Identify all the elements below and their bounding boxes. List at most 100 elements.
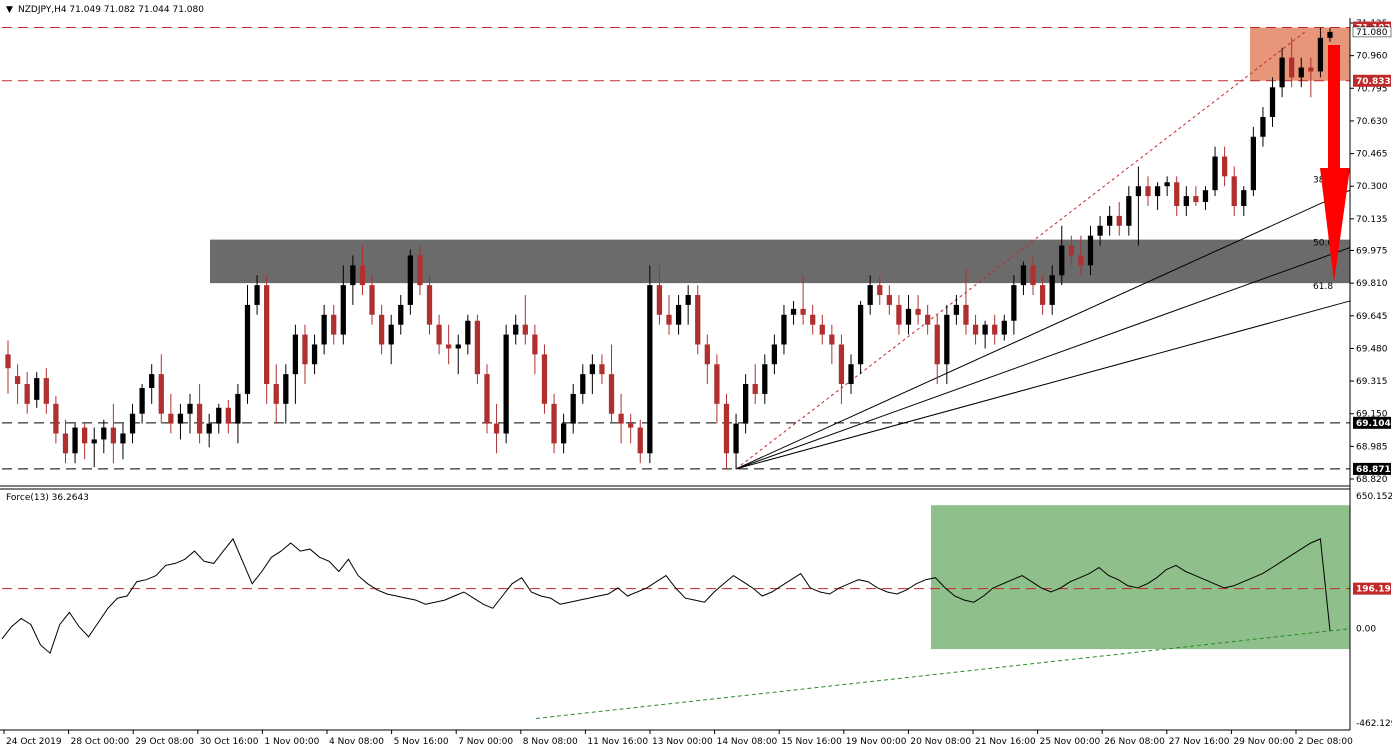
candle-body — [1039, 285, 1046, 305]
candle-body — [1126, 196, 1132, 226]
bearish-arrow-shaft — [1328, 45, 1340, 170]
candle-body — [570, 393, 576, 424]
candle-body — [1308, 67, 1314, 72]
candle-body — [503, 334, 509, 434]
candle-body — [857, 304, 864, 365]
candle-body — [1221, 156, 1228, 177]
candle-body — [982, 324, 988, 335]
candle-body — [177, 413, 184, 424]
time-axis-tick-label: 2 Dec 08:00 — [1298, 737, 1353, 747]
candle-body — [762, 364, 768, 394]
time-axis-tick-label: 4 Nov 08:00 — [329, 737, 384, 747]
candle-body — [24, 384, 30, 404]
candle-body — [359, 265, 366, 286]
candle-body — [838, 344, 845, 385]
candle-body — [196, 403, 203, 434]
candle-body — [934, 324, 940, 365]
candle-body — [628, 423, 634, 428]
candle-body — [493, 423, 500, 434]
price-axis-tick-label: 69.480 — [1356, 344, 1388, 354]
level-price-tag-label: 69.104 — [1356, 419, 1391, 429]
time-axis-tick-label: 25 Nov 00:00 — [1040, 737, 1101, 747]
candle-body — [905, 308, 912, 325]
candle-body — [225, 407, 231, 424]
candle-body — [273, 384, 279, 404]
force-index-series — [1, 537, 1331, 655]
candle-body — [283, 374, 289, 404]
candle-body — [513, 324, 519, 335]
candle-body — [743, 384, 749, 424]
candle-body — [541, 354, 548, 404]
candle-body — [608, 374, 615, 414]
time-axis-tick-label: 1 Nov 00:00 — [264, 737, 319, 747]
candle-body — [417, 255, 423, 286]
candle-body — [589, 364, 595, 375]
candle-body — [1154, 186, 1161, 197]
candle-body — [810, 314, 816, 325]
candle-body — [82, 427, 88, 444]
force-trend-line — [536, 628, 1351, 719]
candle-body — [733, 423, 739, 454]
candle-body — [963, 304, 969, 325]
candle-body — [302, 334, 308, 365]
current-price-label: 71.080 — [1356, 28, 1388, 38]
candle-body — [1317, 37, 1324, 72]
candle-body — [446, 344, 452, 349]
candle-body — [254, 285, 260, 305]
candle-body — [752, 384, 758, 394]
candle-body — [62, 433, 69, 454]
level-price-tag — [1353, 462, 1391, 475]
candle-body — [14, 376, 21, 385]
price-axis-tick-label: 70.795 — [1356, 84, 1388, 94]
axes-layer: 71.12570.96070.79570.63070.46570.30070.1… — [0, 18, 1392, 747]
candle-body — [350, 265, 356, 286]
candle-body — [474, 320, 481, 375]
candle-body — [1212, 156, 1218, 191]
level-price-tag-label: 70.833 — [1356, 77, 1391, 87]
price-axis-tick-label: 70.135 — [1356, 215, 1388, 225]
candle-body — [1269, 87, 1276, 117]
candle-body — [264, 285, 270, 385]
candle-body — [206, 423, 212, 434]
candle-body — [532, 334, 538, 355]
candle-body — [675, 304, 682, 325]
candle-body — [34, 378, 40, 400]
candle-body — [953, 304, 960, 315]
price-axis-tick-label: 69.975 — [1356, 247, 1388, 257]
time-axis-tick-label: 29 Oct 08:00 — [135, 737, 194, 747]
candle-body — [216, 407, 222, 424]
candle-body — [1116, 215, 1122, 226]
candle-body — [771, 344, 778, 365]
candle-body — [1011, 285, 1017, 321]
candle-body — [455, 344, 461, 349]
candle-body — [972, 324, 979, 335]
candle-body — [1107, 215, 1113, 226]
candle-body — [829, 334, 835, 345]
candle-body — [1250, 136, 1256, 191]
candle-body — [1241, 190, 1247, 206]
candles-layer — [5, 27, 1350, 470]
price-axis-tick-label: 69.315 — [1356, 377, 1388, 387]
chart-title: NZDJPY,H4 71.049 71.082 71.044 71.080 — [18, 5, 204, 15]
chart-title-triangle: ▼ — [6, 5, 13, 15]
level-price-tag — [1353, 416, 1391, 429]
candle-body — [723, 403, 730, 454]
time-axis-tick-label: 13 Nov 00:00 — [652, 737, 713, 747]
candle-body — [685, 295, 691, 305]
candle-body — [101, 427, 107, 440]
candle-body — [1279, 57, 1285, 88]
candle-body — [819, 324, 825, 335]
force-panel-title: Force(13) 36.2643 — [6, 493, 89, 503]
candle-body — [244, 304, 251, 394]
candle-body — [551, 403, 557, 444]
candle-body — [43, 378, 49, 404]
candle-body — [800, 308, 806, 315]
candle-body — [781, 314, 787, 345]
candle-body — [1174, 182, 1180, 206]
candle-body — [1030, 265, 1036, 286]
time-axis-tick-label: 28 Oct 00:00 — [71, 737, 130, 747]
candle-body — [560, 423, 567, 444]
candle-body — [522, 324, 528, 335]
candle-body — [666, 314, 672, 325]
price-axis-tick-label: 68.985 — [1356, 442, 1388, 452]
